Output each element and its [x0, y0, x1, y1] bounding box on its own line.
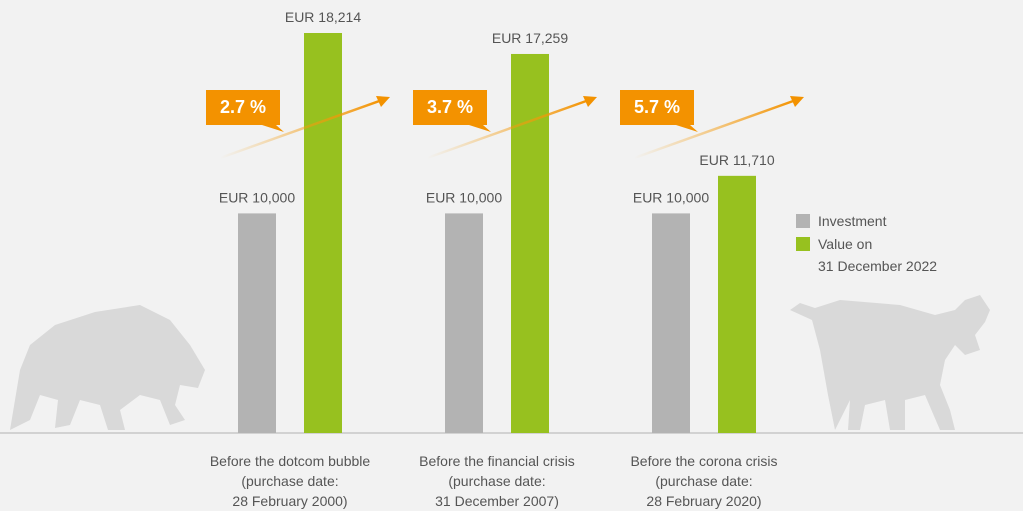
bar [652, 213, 690, 433]
legend-swatch [796, 214, 810, 228]
value-label: EUR 18,214 [285, 9, 361, 25]
bull-silhouette [790, 295, 990, 430]
bar [304, 33, 342, 433]
x-tick-label: Before the financial crisis (purchase da… [419, 453, 575, 509]
annotation-badge [413, 90, 491, 132]
value-label: EUR 10,000 [426, 189, 502, 205]
x-tick-label: Before the dotcom bubble (purchase date:… [209, 453, 371, 509]
annotation-text: 2.7 % [220, 97, 266, 117]
value-label: EUR 10,000 [633, 189, 709, 205]
value-label: EUR 10,000 [219, 189, 295, 205]
bar [511, 53, 549, 434]
annotation-text: 5.7 % [634, 97, 680, 117]
value-label: EUR 17,259 [492, 30, 568, 46]
annotation-badge [206, 90, 284, 132]
bar [718, 175, 756, 433]
legend-label: Investment [818, 213, 887, 229]
x-tick-label: Before the corona crisis (purchase date:… [630, 453, 778, 509]
bar [238, 213, 276, 433]
trend-arrow-head [376, 96, 390, 107]
trend-arrow-head [790, 96, 804, 107]
trend-arrow [426, 98, 590, 160]
annotation-badge [620, 90, 698, 132]
trend-arrow [633, 98, 797, 160]
value-label: EUR 11,710 [699, 152, 774, 168]
bear-silhouette [10, 305, 205, 430]
trend-arrow-head [583, 96, 597, 107]
annotation-text: 3.7 % [427, 97, 473, 117]
bar [445, 213, 483, 433]
legend-label: Value on 31 December 2022 [818, 236, 938, 274]
legend-swatch [796, 237, 810, 251]
trend-arrow [219, 98, 383, 160]
